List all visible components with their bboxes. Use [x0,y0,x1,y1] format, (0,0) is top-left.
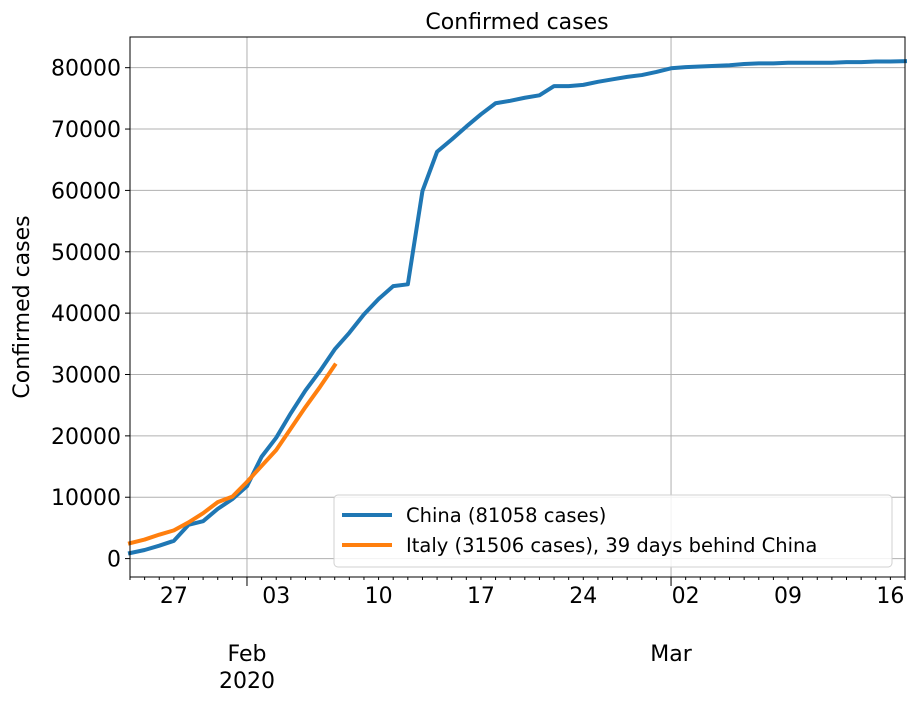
series-line-china [127,59,908,556]
y-tick-label: 20000 [51,425,121,450]
x-tick-label: 16 [876,584,904,609]
y-tick-label: 60000 [51,179,121,204]
x-tick-label: 03 [262,584,290,609]
legend-label: China (81058 cases) [406,504,606,527]
y-tick-label: 30000 [51,364,121,389]
y-tick-label: 80000 [51,57,121,82]
y-tick-label: 0 [107,548,121,573]
legend: China (81058 cases) Italy (31506 cases), … [333,494,893,568]
series-line-italy [127,362,338,546]
y-tick-label: 40000 [51,302,121,327]
x-month-label: Mar [650,642,692,667]
y-tick-label: 10000 [51,486,121,511]
series-layer [127,59,908,556]
x-year-label: 2020 [219,669,275,694]
x-tick-label: 27 [160,584,188,609]
x-month-label: Feb [228,642,267,667]
x-tick-label: 24 [569,584,597,609]
y-tick-label: 50000 [51,241,121,266]
x-tick-label: 09 [774,584,802,609]
legend-label: Italy (31506 cases), 39 days behind Chin… [406,534,817,557]
y-axis-label: Confirmed cases [10,215,35,398]
x-tick-label: 17 [467,584,495,609]
plot-frame [129,36,906,578]
y-tick-label: 70000 [51,118,121,143]
chart-title: Confirmed cases [425,10,608,35]
ticks: 0 10000 20000 30000 40000 50000 60000 70000 8000… [51,57,906,694]
x-tick-label: 10 [365,584,393,609]
legend-box [333,494,893,568]
x-tick-label: 02 [672,584,700,609]
